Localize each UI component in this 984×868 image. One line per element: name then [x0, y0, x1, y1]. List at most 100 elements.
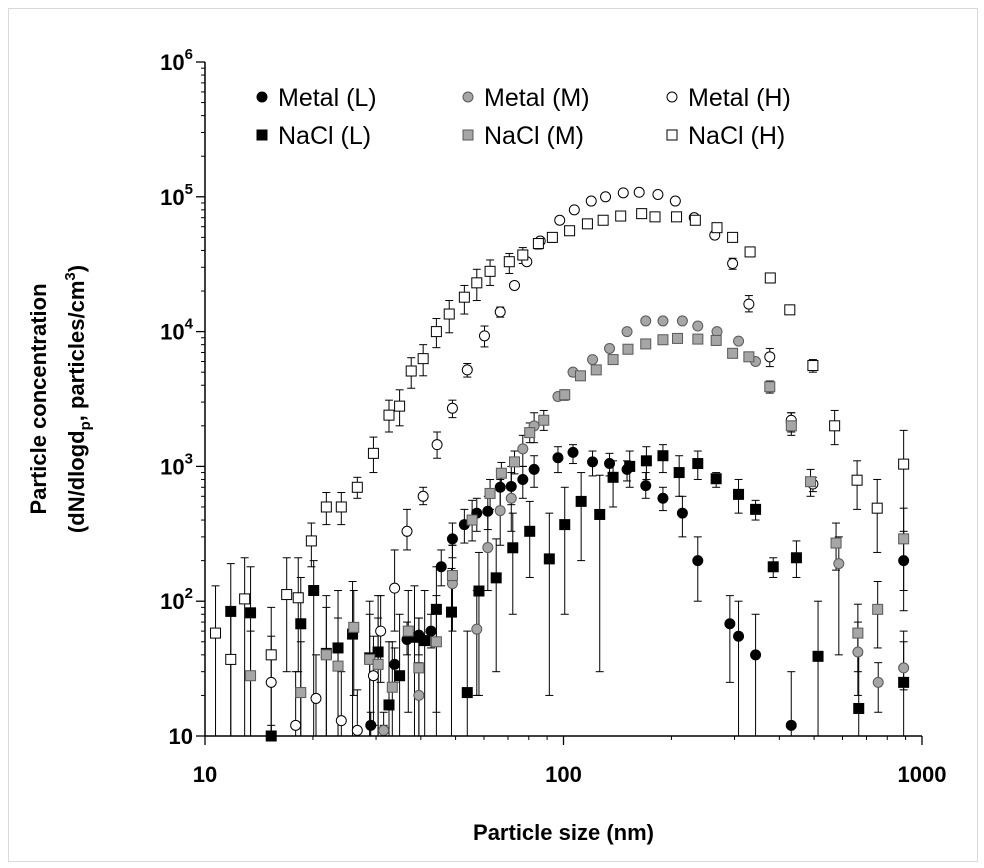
nacl-h-point — [898, 458, 910, 470]
nacl-m-point — [574, 370, 586, 382]
nacl-l-point — [445, 606, 457, 618]
metal-m-point — [676, 315, 688, 327]
metal-m-point — [872, 676, 884, 688]
nacl-l-point — [295, 618, 307, 630]
nacl-h-point — [871, 502, 883, 514]
nacl-m-point — [524, 427, 536, 439]
metal-l-point — [552, 452, 564, 464]
nacl-l-point — [710, 473, 722, 485]
nacl-h-point — [471, 277, 483, 289]
metal-m-point — [604, 342, 616, 354]
nacl-m-point — [727, 347, 739, 359]
metal-l-point — [898, 555, 910, 567]
legend-label: NaCl (H) — [688, 122, 785, 150]
nacl-l-point — [490, 572, 502, 584]
x-tick-label: 100 — [545, 762, 582, 787]
metal-h-point — [375, 625, 387, 637]
y-axis-title-line1: Particle concentration — [26, 283, 51, 514]
y-tick-exponent: 3 — [185, 450, 193, 467]
metal-h-point — [461, 364, 473, 376]
legend-label: Metal (H) — [688, 84, 791, 112]
nacl-h-point — [265, 649, 277, 661]
nacl-h-point — [305, 535, 317, 547]
nacl-h-point — [784, 304, 796, 316]
metal-l-point — [692, 555, 704, 567]
nacl-m-point — [622, 343, 634, 355]
nacl-h-point — [711, 222, 723, 234]
nacl-l-point — [790, 552, 802, 564]
nacl-m-point — [852, 627, 864, 639]
nacl-l-point — [812, 650, 824, 662]
metal-m-point — [517, 443, 529, 455]
metal-l-point — [494, 481, 506, 493]
legend-label: NaCl (L) — [278, 122, 371, 150]
y-tick-base: 10 — [160, 320, 184, 345]
nacl-m-point — [320, 649, 332, 661]
nacl-m-point — [348, 621, 360, 633]
metal-l-point — [587, 456, 599, 468]
nacl-l-point — [733, 488, 745, 500]
y-tick-base: 10 — [160, 185, 184, 210]
nacl-l-point — [507, 542, 519, 554]
nacl-m-point — [245, 670, 257, 682]
metal-m-point — [657, 315, 669, 327]
nacl-h-point — [281, 589, 293, 601]
y-title-subscript: p — [77, 421, 94, 430]
nacl-h-point — [829, 420, 841, 432]
nacl-m-point — [805, 476, 817, 488]
nacl-m-point — [413, 662, 425, 674]
nacl-h-point — [335, 501, 347, 513]
nacl-m-point — [386, 681, 398, 693]
nacl-l-point — [332, 642, 344, 654]
metal-h-point — [401, 525, 413, 537]
nacl-h-point — [225, 653, 237, 665]
nacl-l-point — [767, 561, 779, 573]
metal-h-point — [568, 204, 580, 216]
metal-h-point — [367, 670, 379, 682]
nacl-h-point — [564, 225, 576, 237]
y-tick-label: 102 — [160, 585, 193, 614]
metal-h-point — [446, 402, 458, 414]
nacl-l-point — [473, 585, 485, 597]
nacl-l-point — [575, 495, 587, 507]
nacl-l-point — [524, 525, 536, 537]
nacl-h-point — [417, 353, 429, 365]
data-markers — [210, 186, 910, 742]
error-bars — [211, 190, 908, 736]
metal-l-point — [733, 630, 745, 642]
nacl-h-point — [581, 218, 593, 230]
y-title-part: , particles/cm — [64, 281, 89, 422]
nacl-l-point — [607, 471, 619, 483]
metal-m-point — [640, 315, 652, 327]
chart-frame — [8, 8, 978, 862]
nacl-m-point — [372, 658, 384, 670]
nacl-m-point — [466, 514, 478, 526]
metal-l-point — [517, 473, 529, 485]
nacl-l-point — [430, 603, 442, 615]
nacl-h-point — [458, 291, 470, 303]
nacl-m-point — [495, 467, 507, 479]
metal-l-point — [750, 649, 762, 661]
y-title-part: (dN/dlogd — [64, 430, 89, 533]
nacl-h-point — [383, 409, 395, 421]
nacl-h-point — [517, 249, 529, 261]
y-tick-exponent: 2 — [185, 585, 193, 602]
nacl-m-point — [657, 334, 669, 346]
nacl-l-point — [594, 508, 606, 520]
metal-l-point — [604, 458, 616, 470]
metal-h-point — [652, 189, 664, 201]
metal-m-point — [482, 542, 494, 554]
x-tick-label: 1000 — [898, 762, 947, 787]
nacl-m-point — [402, 625, 414, 637]
metal-m-point — [587, 354, 599, 366]
metal-l-point — [567, 446, 579, 458]
metal-l-point — [389, 658, 401, 670]
nacl-m-point — [484, 487, 496, 499]
nacl-l-point — [419, 635, 431, 647]
nacl-l-point — [673, 467, 685, 479]
nacl-h-point — [405, 365, 417, 377]
nacl-l-point — [657, 450, 669, 462]
nacl-l-point — [383, 699, 395, 711]
metal-m-point — [378, 724, 390, 736]
metal-l-point — [528, 463, 540, 475]
